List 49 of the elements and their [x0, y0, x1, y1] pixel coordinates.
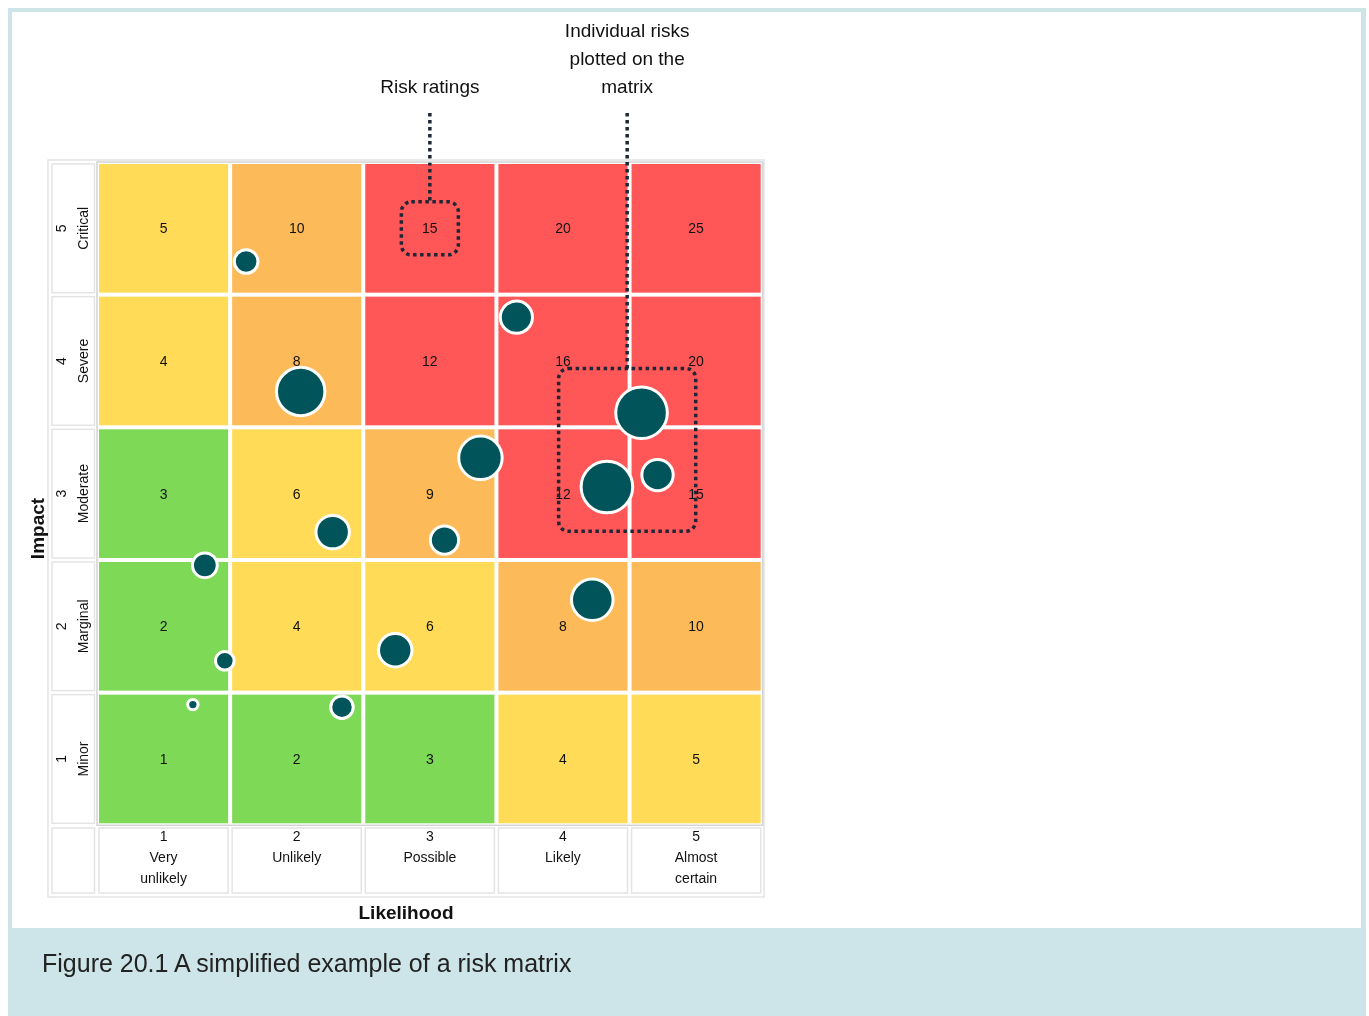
- y-tick-label: 2: [53, 622, 69, 631]
- text: Risk ratings: [380, 76, 480, 97]
- y-axis-title: Impact: [27, 497, 48, 560]
- data-label: 1: [159, 750, 168, 767]
- y-tick-label: 1: [53, 754, 69, 763]
- data-label: 4: [559, 750, 568, 767]
- x-tick-label: 4: [559, 828, 568, 844]
- data-label: 5: [692, 750, 701, 767]
- data-label: 3: [425, 750, 434, 767]
- data-label: 15: [688, 485, 705, 502]
- y-tick-label: 4: [53, 356, 69, 365]
- x-tick-label: 3: [425, 828, 434, 844]
- y-tick-label: Severe: [75, 338, 91, 384]
- data-label: 4: [292, 618, 301, 635]
- x-tick-label: 2: [292, 828, 301, 844]
- x-axis-title: Likelihood: [358, 902, 454, 923]
- data-label: 9: [425, 485, 434, 502]
- data-label: 20: [555, 220, 571, 237]
- data-label: 16: [555, 352, 571, 369]
- caption: Figure 20.1 A simplified example of a risk matrix: [42, 949, 572, 977]
- data-label: 6: [292, 485, 301, 502]
- x-tick-label: Likely: [545, 849, 581, 865]
- data-label: 2: [159, 618, 168, 635]
- data-label: 12: [422, 352, 438, 369]
- data-label: 15: [422, 220, 438, 237]
- x-tick-label: Possible: [403, 849, 457, 865]
- data-label: 8: [292, 352, 301, 369]
- data-label: 10: [288, 220, 305, 237]
- data-label: 20: [688, 352, 705, 369]
- data-label: 5: [159, 220, 168, 237]
- data-label: 10: [688, 618, 705, 635]
- y-tick-label: 5: [53, 224, 69, 233]
- x-tick-label: Almost certain: [674, 849, 718, 886]
- x-tick-label: Unlikely: [272, 849, 322, 865]
- y-tick-label: Marginal: [75, 599, 91, 654]
- y-tick-label: 3: [53, 489, 69, 498]
- y-tick-label: Minor: [75, 741, 91, 777]
- data-label: 6: [425, 618, 434, 635]
- x-tick-label: 1: [159, 828, 168, 844]
- x-tick-label: 5: [692, 828, 701, 844]
- y-tick-label: Moderate: [75, 463, 91, 524]
- data-label: 2: [292, 750, 301, 767]
- data-label: 4: [159, 352, 168, 369]
- data-label: 3: [159, 485, 168, 502]
- data-label: 25: [688, 220, 705, 237]
- y-tick-label: Critical: [75, 206, 91, 250]
- text: Individual risks plotted on the matrix: [564, 20, 690, 97]
- x-tick-label: Very unlikely: [140, 849, 187, 886]
- data-label: 8: [559, 618, 568, 635]
